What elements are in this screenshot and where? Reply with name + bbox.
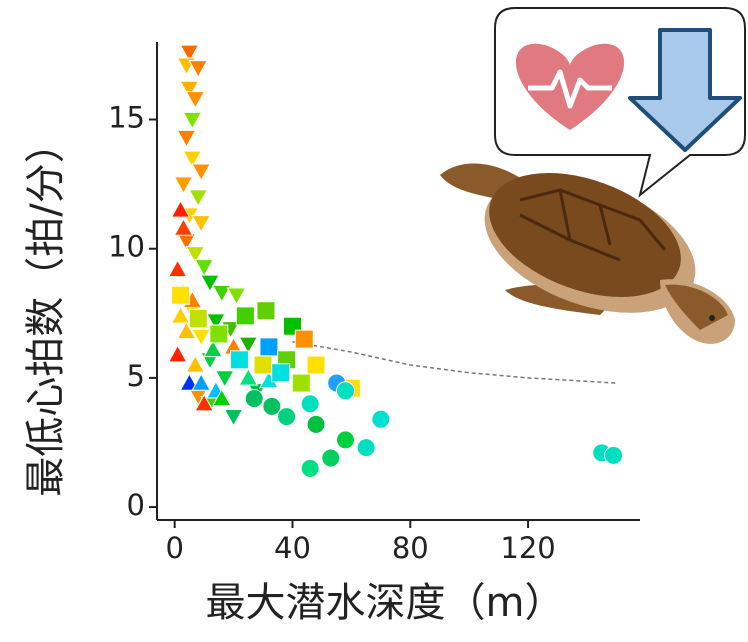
y-tick-label: 15 [108,101,145,135]
chart: 最大潜水深度（m） 最低心拍数（拍/分） 0 5 10 15 0 40 80 120 [0,0,748,642]
x-axis-title: 最大潜水深度（m） [206,580,565,626]
point [169,260,187,276]
point [177,130,195,146]
y-tick-label: 0 [127,488,145,522]
point [236,307,254,325]
point [245,390,263,408]
x-tick-label: 80 [392,531,429,565]
point [186,356,204,372]
speech-bubble [495,8,745,195]
point [336,382,354,400]
point [272,364,290,382]
point [225,409,243,425]
point [195,260,213,276]
y-axis-title: 最低心拍数（拍/分） [23,123,69,496]
point [192,164,210,180]
point [295,330,313,348]
point [186,92,204,108]
point [307,415,325,433]
point [189,61,207,77]
y-tick-label: 5 [127,359,145,393]
point [210,325,228,343]
point [216,371,234,387]
x-tick-label: 40 [274,531,311,565]
point [169,346,187,362]
point [357,439,375,457]
point [260,338,278,356]
point [604,446,622,464]
point [254,356,272,374]
point [189,190,207,206]
x-tick-label: 0 [165,531,183,565]
point [257,302,275,320]
point [172,286,190,304]
point [192,374,210,390]
point [189,309,207,327]
x-tick-label: 120 [500,531,555,565]
point [322,449,340,467]
y-tick-label: 10 [108,230,145,264]
point [372,410,390,428]
point [292,374,310,392]
point [307,356,325,374]
turtle [440,149,735,344]
point [230,351,248,369]
point [192,216,210,232]
point [183,112,201,128]
point [278,408,296,426]
point [301,395,319,413]
point [301,459,319,477]
point [228,288,246,304]
point [336,431,354,449]
